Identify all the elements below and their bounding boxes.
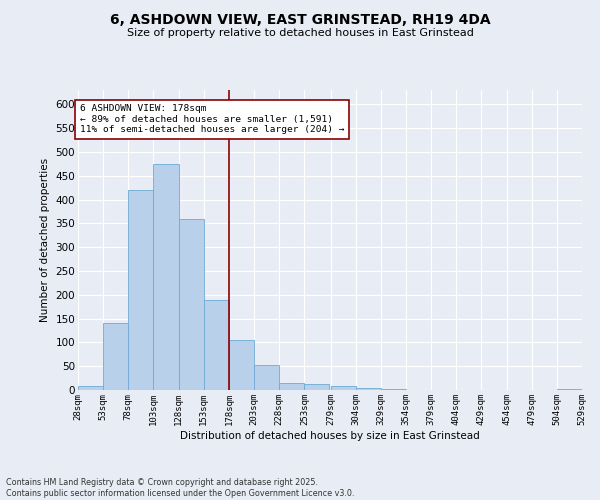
Bar	[381, 389, 406, 390]
X-axis label: Distribution of detached houses by size in East Grinstead: Distribution of detached houses by size …	[180, 430, 480, 440]
Bar	[128, 190, 154, 390]
Text: 6, ASHDOWN VIEW, EAST GRINSTEAD, RH19 4DA: 6, ASHDOWN VIEW, EAST GRINSTEAD, RH19 4D…	[110, 12, 490, 26]
Bar	[356, 388, 381, 390]
Bar	[229, 340, 254, 390]
Bar	[557, 388, 582, 390]
Text: Contains HM Land Registry data © Crown copyright and database right 2025.
Contai: Contains HM Land Registry data © Crown c…	[6, 478, 355, 498]
Y-axis label: Number of detached properties: Number of detached properties	[40, 158, 50, 322]
Bar	[304, 384, 329, 390]
Bar	[204, 300, 229, 390]
Bar	[279, 384, 304, 390]
Bar	[154, 164, 179, 390]
Bar	[103, 324, 128, 390]
Text: Size of property relative to detached houses in East Grinstead: Size of property relative to detached ho…	[127, 28, 473, 38]
Bar	[78, 386, 103, 390]
Text: 6 ASHDOWN VIEW: 178sqm
← 89% of detached houses are smaller (1,591)
11% of semi-: 6 ASHDOWN VIEW: 178sqm ← 89% of detached…	[80, 104, 344, 134]
Bar	[331, 386, 356, 390]
Bar	[254, 365, 279, 390]
Bar	[179, 218, 204, 390]
